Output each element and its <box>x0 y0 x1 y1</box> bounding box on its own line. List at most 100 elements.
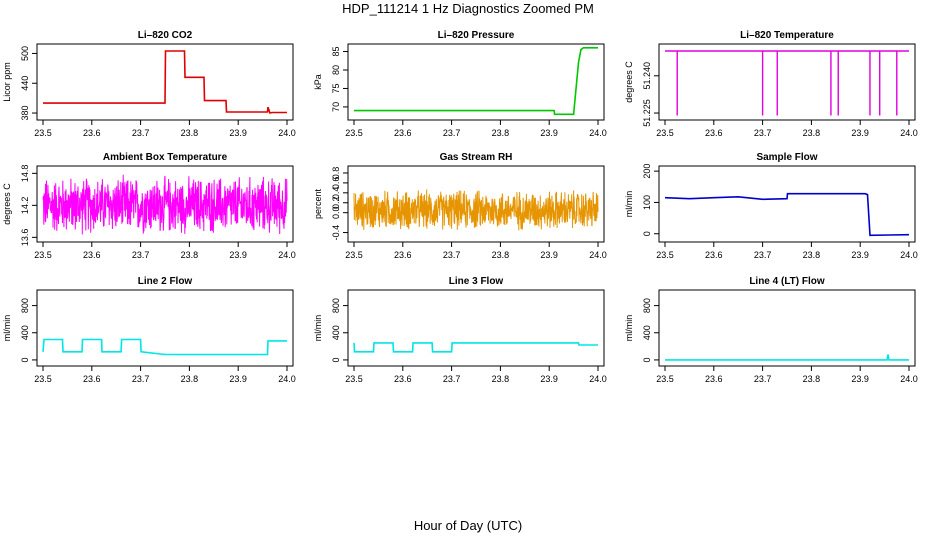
x-tick-label: 24.0 <box>900 374 918 384</box>
x-tick-label: 23.7 <box>443 128 461 138</box>
y-tick-label: 0.0 <box>331 206 341 219</box>
y-tick-label: 80 <box>331 65 341 75</box>
x-tick-label: 23.5 <box>345 128 363 138</box>
series-line <box>42 338 287 356</box>
series-line <box>353 189 599 231</box>
y-tick-label: 14.2 <box>20 197 30 215</box>
panel-4: Ambient Box Temperature degrees C 23.5 23.6… <box>2 152 296 260</box>
x-tick-label: 23.8 <box>492 128 510 138</box>
y-tick-label: -0.4 <box>331 225 341 241</box>
panel-7: Line 2 Flow ml/min 23.5 23.6 23.7 23.8 23.9 24.… <box>2 276 296 384</box>
x-tick-label: 23.9 <box>851 250 869 260</box>
y-tick-label: 0 <box>642 231 652 236</box>
y-tick-label: 0.8 <box>331 167 341 180</box>
panel-title: Sample Flow <box>756 152 817 163</box>
x-tick-label: 23.6 <box>394 128 412 138</box>
x-tick-label: 23.7 <box>443 250 461 260</box>
y-axis-label: kPa <box>313 74 323 90</box>
panel-title: Li–820 Pressure <box>438 30 515 41</box>
x-tick-label: 23.5 <box>656 374 674 384</box>
panel-title: Li–820 CO2 <box>138 30 193 41</box>
y-tick-label: 400 <box>331 325 341 340</box>
panel-6: Sample Flow ml/min 23.5 23.6 23.7 23.8 23.9 24.… <box>624 152 918 260</box>
panel-title: Line 2 Flow <box>138 276 193 287</box>
plot-frame <box>347 43 605 121</box>
y-tick-label: 200 <box>642 164 652 179</box>
series-line <box>42 174 288 235</box>
y-axis-label: degrees C <box>2 183 12 225</box>
plot-frame <box>347 165 605 243</box>
panel-8: Line 3 Flow ml/min 23.5 23.6 23.7 23.8 23.9 24.… <box>313 276 607 384</box>
y-axis-label: degrees C <box>624 61 634 103</box>
series-line <box>665 354 909 361</box>
panel-2: Li–820 Pressure kPa 23.5 23.6 23.7 23.8 23.9 24… <box>313 30 607 138</box>
x-tick-label: 23.6 <box>83 374 101 384</box>
y-tick-label: 0.4 <box>331 187 341 200</box>
series-line <box>43 50 287 114</box>
x-tick-label: 23.9 <box>229 374 247 384</box>
panel-1: Li–820 CO2 Licor ppm 23.5 23.6 23.7 23.8 23.9 2… <box>2 30 296 138</box>
y-axis-label: Licor ppm <box>2 62 12 102</box>
plot-frame <box>658 289 916 367</box>
x-tick-label: 23.7 <box>132 374 150 384</box>
series-line <box>354 46 598 116</box>
x-tick-label: 23.8 <box>803 374 821 384</box>
x-tick-label: 23.6 <box>83 128 101 138</box>
x-tick-label: 23.6 <box>83 250 101 260</box>
x-tick-label: 23.9 <box>540 374 558 384</box>
x-tick-label: 23.5 <box>34 128 52 138</box>
series-line <box>353 342 598 353</box>
y-axis-label: percent <box>313 188 323 219</box>
x-tick-label: 23.8 <box>181 128 199 138</box>
x-tick-label: 23.6 <box>394 250 412 260</box>
x-tick-label: 23.5 <box>656 128 674 138</box>
plot-frame <box>658 43 916 121</box>
x-tick-label: 23.7 <box>754 374 772 384</box>
x-tick-label: 24.0 <box>278 250 296 260</box>
x-tick-label: 24.0 <box>900 128 918 138</box>
panel-title: Gas Stream RH <box>440 152 513 163</box>
figure-x-axis-label: Hour of Day (UTC) <box>413 518 523 533</box>
panel-title: Ambient Box Temperature <box>103 152 228 163</box>
x-tick-label: 23.6 <box>394 374 412 384</box>
plot-frame <box>347 289 605 367</box>
y-tick-label: 51.240 <box>642 62 652 90</box>
x-tick-label: 23.6 <box>705 250 723 260</box>
x-tick-label: 23.5 <box>345 374 363 384</box>
x-tick-label: 23.7 <box>754 128 772 138</box>
x-tick-label: 23.8 <box>492 374 510 384</box>
y-tick-label: 800 <box>331 298 341 313</box>
y-axis-label: ml/min <box>2 315 12 342</box>
x-tick-label: 23.9 <box>851 374 869 384</box>
panel-5: Gas Stream RH percent 23.5 23.6 23.7 23.8 23.9… <box>313 152 607 260</box>
x-tick-label: 23.8 <box>181 250 199 260</box>
y-tick-label: 13.6 <box>20 229 30 247</box>
x-tick-label: 23.9 <box>851 128 869 138</box>
y-tick-label: 400 <box>642 325 652 340</box>
y-tick-label: 380 <box>20 106 30 121</box>
x-tick-label: 23.7 <box>132 250 150 260</box>
x-tick-label: 23.8 <box>492 250 510 260</box>
x-tick-label: 24.0 <box>900 250 918 260</box>
y-tick-label: 0.6 <box>331 177 341 190</box>
x-tick-label: 24.0 <box>589 250 607 260</box>
x-tick-label: 23.6 <box>705 128 723 138</box>
y-tick-label: 0 <box>331 357 341 362</box>
panel-title: Line 4 (LT) Flow <box>749 276 825 287</box>
x-tick-label: 24.0 <box>589 128 607 138</box>
y-tick-label: 400 <box>20 325 30 340</box>
x-tick-label: 23.9 <box>229 250 247 260</box>
y-tick-label: 75 <box>331 83 341 93</box>
x-tick-label: 23.6 <box>705 374 723 384</box>
x-tick-label: 23.9 <box>540 128 558 138</box>
y-tick-label: 0 <box>20 357 30 362</box>
panel-9: Line 4 (LT) Flow ml/min 23.5 23.6 23.7 23.8 23… <box>624 276 918 384</box>
x-tick-label: 23.9 <box>540 250 558 260</box>
plot-frame <box>36 289 294 367</box>
y-tick-label: 500 <box>20 46 30 61</box>
y-tick-label: 70 <box>331 102 341 112</box>
y-tick-label: 800 <box>642 298 652 313</box>
x-tick-label: 23.8 <box>803 250 821 260</box>
panel-3: Li–820 Temperature degrees C 23.5 23.6 23.7 2… <box>624 30 918 138</box>
